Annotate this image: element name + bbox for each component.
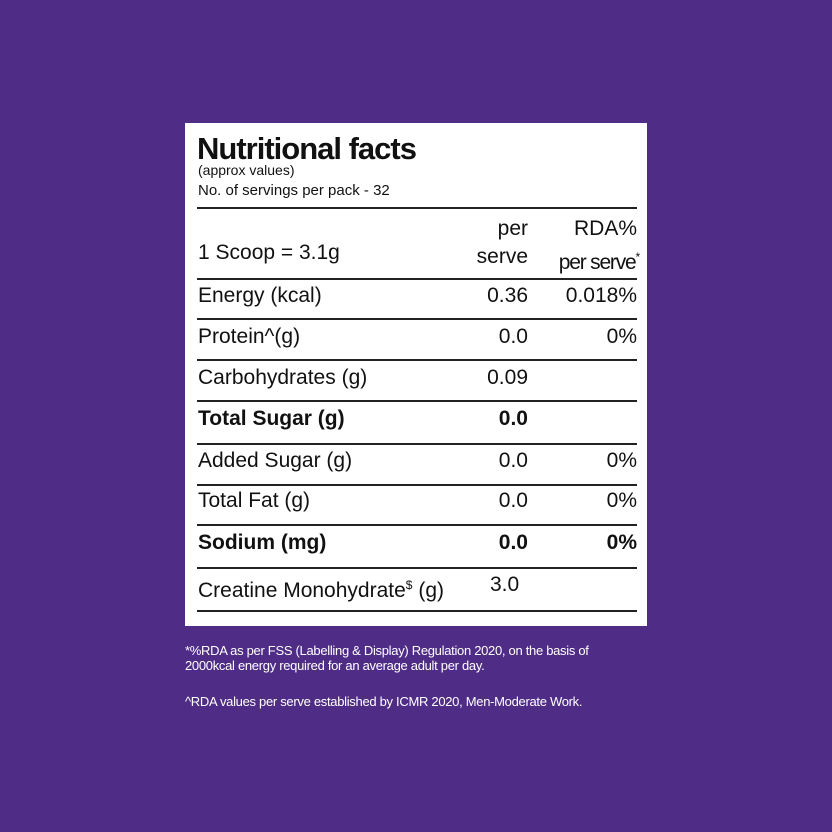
rda: 0% bbox=[606, 489, 637, 512]
row-name: Total Sugar (g) bbox=[198, 407, 345, 430]
per-serve: 0.09 bbox=[487, 366, 528, 389]
row-label: Total Fat (g) bbox=[198, 489, 310, 513]
divider bbox=[197, 318, 637, 320]
row-label: Protein^(g) bbox=[198, 325, 300, 349]
row-label: Total Sugar (g) bbox=[198, 407, 345, 431]
rda: 0.018% bbox=[565, 284, 637, 307]
divider bbox=[197, 484, 637, 486]
servings: No. of servings per pack - 32 bbox=[198, 182, 390, 199]
row-name: Creatine Monohydrate bbox=[198, 579, 406, 602]
per-serve: 3.0 bbox=[490, 573, 520, 596]
row-label: Carbohydrates (g) bbox=[198, 366, 367, 390]
footnote: ^RDA values per serve established by ICM… bbox=[185, 694, 583, 709]
divider bbox=[197, 359, 637, 361]
per-serve: 0.36 bbox=[487, 284, 528, 307]
footnote: 2000kcal energy required for an average … bbox=[185, 658, 485, 673]
col-header: per bbox=[497, 217, 528, 240]
per-serve: 0.0 bbox=[498, 407, 528, 430]
rda: 0% bbox=[606, 449, 637, 472]
divider bbox=[197, 278, 637, 280]
divider bbox=[197, 524, 637, 526]
divider bbox=[197, 567, 637, 569]
serving-size: 1 Scoop = 3.1g bbox=[198, 241, 340, 264]
per-serve: 0.0 bbox=[498, 489, 528, 512]
row-label: Energy (kcal) bbox=[198, 284, 322, 308]
row-unit: (g) bbox=[418, 579, 444, 602]
col-header: per serve bbox=[558, 251, 637, 274]
row-name: Sodium (mg) bbox=[198, 531, 327, 554]
divider bbox=[197, 400, 637, 402]
row-name: Carbohydrates (g) bbox=[198, 366, 368, 389]
per-serve: 0.0 bbox=[498, 325, 528, 348]
row-name: Total Fat (g) bbox=[198, 489, 311, 512]
superscript: * bbox=[635, 250, 641, 264]
col-header: RDA% bbox=[573, 217, 637, 240]
subtitle: (approx values) bbox=[198, 162, 295, 178]
row-name: Energy (kcal) bbox=[198, 284, 322, 307]
per-serve: 0.0 bbox=[498, 449, 528, 472]
row-label: Creatine Monohydrate$ (g) bbox=[198, 573, 444, 603]
rda: 0% bbox=[606, 531, 637, 554]
row-name: Protein^(g) bbox=[198, 325, 301, 348]
col-header: serve bbox=[476, 245, 528, 268]
divider bbox=[197, 443, 637, 445]
row-label: Sodium (mg) bbox=[198, 531, 326, 555]
row-name: Added Sugar (g) bbox=[198, 449, 353, 472]
nutrition-panel: Nutritional facts (approx values) No. of… bbox=[185, 123, 647, 626]
divider bbox=[197, 610, 637, 612]
divider bbox=[197, 207, 637, 209]
per-serve: 0.0 bbox=[498, 531, 528, 554]
col-header: per serve* bbox=[529, 245, 641, 275]
superscript: $ bbox=[405, 578, 413, 592]
rda: 0% bbox=[606, 325, 637, 348]
footnote: *%RDA as per FSS (Labelling & Display) R… bbox=[185, 643, 589, 658]
row-label: Added Sugar (g) bbox=[198, 449, 352, 473]
title: Nutritional facts bbox=[197, 131, 417, 166]
